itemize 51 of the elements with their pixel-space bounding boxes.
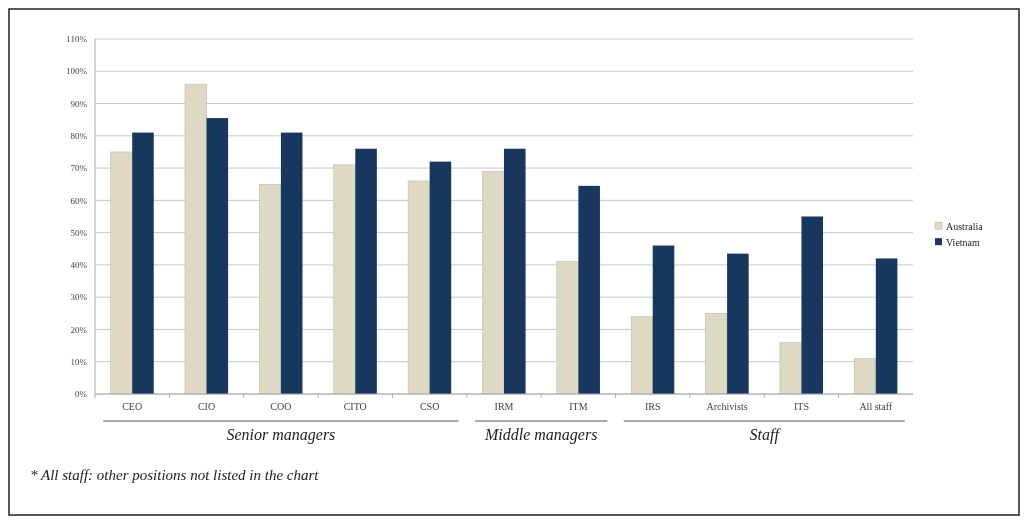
bar [407,180,430,395]
bar [705,313,728,395]
bar [333,164,356,395]
x-tick-label: CIO [197,401,216,412]
y-tick-label: 50% [70,227,88,238]
x-tick-label: IRS [644,401,661,412]
bar [280,132,303,394]
bar [727,253,749,394]
x-tick-label: CSO [419,401,440,412]
bar [875,258,898,394]
bar [504,148,526,394]
x-tick-label: CITO [343,401,367,412]
bar [652,245,675,394]
bar [355,148,377,394]
x-tick-label: Archivists [706,401,748,412]
y-tick-label: 100% [66,66,88,77]
y-tick-label: 30% [70,292,88,303]
bar [578,185,600,394]
bar [630,316,653,395]
legend-label: Australia [946,220,984,232]
bar [482,171,505,395]
y-tick-label: 0% [75,389,88,400]
y-tick-label: 90% [70,98,88,109]
x-tick-label: CEO [122,401,143,412]
bar [132,132,154,394]
y-tick-label: 70% [70,163,88,174]
y-tick-label: 40% [70,260,88,271]
text: Staff [749,426,782,444]
text: * All staff: other positions not listed in the chart [30,467,320,483]
y-tick-label: 20% [70,324,88,335]
bar [854,358,877,395]
bar [110,151,133,395]
y-tick-label: 10% [70,356,88,367]
x-tick-label: IRM [494,401,514,412]
x-tick-label: COO [270,401,292,412]
bar [259,183,282,395]
bar [206,118,229,394]
x-tick-label: ITM [569,401,588,412]
x-tick-label: ITS [793,401,809,412]
bar [429,161,452,394]
bar [779,342,802,395]
text: Senior managers [226,426,336,444]
text: Middle managers [483,426,598,444]
bar [184,83,207,395]
bar [801,216,824,394]
y-tick-label: 80% [70,130,88,141]
y-tick-label: 110% [66,34,88,45]
legend-label: Vietnam [946,236,981,248]
y-tick-label: 60% [70,195,88,206]
x-tick-label: All staff [859,401,893,412]
bar [556,261,579,395]
